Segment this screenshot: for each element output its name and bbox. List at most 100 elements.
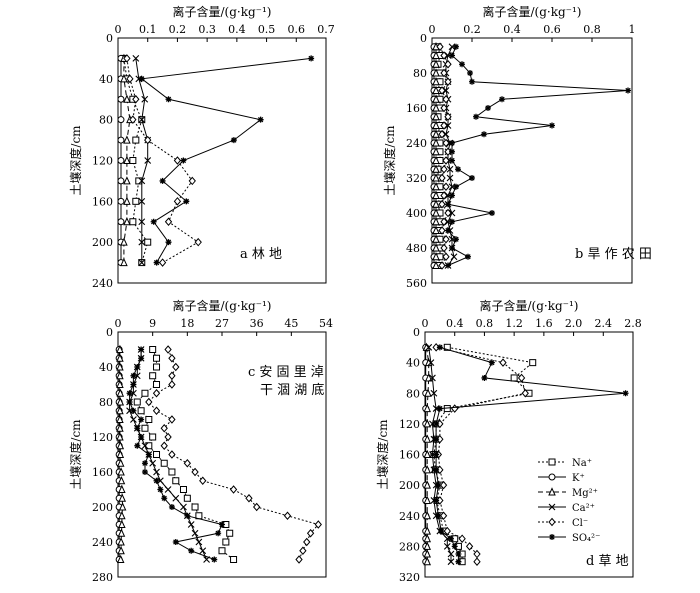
x-tick-label: 0.2 [463,23,481,36]
data-point-Cl [168,450,176,459]
data-point-Na [153,381,161,388]
panel-label: c 安 固 里 淖 [248,365,324,380]
x-tick-label: 2.0 [565,317,583,330]
data-point-SO4 [433,436,440,443]
data-point-Cl [438,86,446,95]
data-point-Mg [116,432,124,441]
series-SO4 [138,55,315,266]
series-SO4 [126,346,225,563]
data-point-Cl [173,197,182,206]
series-line-Ca [135,58,149,263]
data-point-Ca [442,130,450,138]
data-point-SO4 [150,218,157,225]
data-point-Ca [199,547,207,555]
data-point-Cl [443,526,451,536]
data-point-Ca [444,122,452,129]
data-point-Cl [245,493,253,503]
data-point-SO4 [138,355,145,362]
panel-label: d 草 地 [586,554,629,569]
legend-marker-Ca [548,503,556,511]
x-tick-label: 1.6 [535,317,553,330]
x-tick-label: 45 [284,317,298,330]
data-point-Cl [517,373,526,383]
data-point-Na [129,218,137,226]
data-point-SO4 [455,166,461,173]
x-tick-label: 2.8 [624,317,642,330]
data-point-Ca [425,343,433,351]
series-SO4 [433,344,629,565]
data-point-Na [132,136,140,144]
data-point-Cl [438,199,446,209]
y-tick-label: 280 [92,571,113,584]
x-tick-label: 0 [115,317,122,330]
data-point-Mg [424,373,433,382]
data-point-SO4 [184,512,191,519]
data-point-SO4 [130,381,137,388]
data-point-Ca [443,542,451,550]
data-point-Cl [229,485,238,494]
data-point-Cl [442,234,450,244]
data-point-Mg [432,190,440,199]
data-point-Cl [451,404,459,413]
data-point-Cl [168,353,176,363]
y-tick-label: 0 [413,326,420,339]
data-point-Mg [432,147,440,156]
data-point-SO4 [453,236,459,243]
data-point-Na [153,451,161,458]
data-point-SO4 [230,137,237,144]
data-point-Ca [450,253,458,261]
data-point-SO4 [449,148,455,155]
data-point-SO4 [445,227,451,234]
data-point-Cl [444,208,452,218]
x-tick-label: 0.4 [503,23,521,36]
data-point-SO4 [489,210,495,216]
data-point-Mg [432,85,440,94]
data-point-Mg [432,155,440,164]
data-point-Mg [432,77,440,86]
data-point-SO4 [126,399,133,405]
data-point-SO4 [459,61,465,68]
data-point-SO4 [453,43,459,50]
legend-marker-SO4 [549,534,555,540]
data-point-Ca [132,55,140,62]
data-point-Na [145,416,153,423]
data-point-Na [153,363,161,371]
data-point-Na [168,468,176,476]
series-Ca [442,43,458,269]
data-point-K [117,116,125,124]
y-tick-label: 480 [406,242,427,255]
data-point-Cl [440,103,448,113]
data-point-Cl [152,406,161,416]
y-tick-label: 80 [413,67,427,80]
legend-marker-K [548,473,556,481]
data-point-Ca [195,538,203,546]
data-point-SO4 [219,521,225,528]
data-point-Mg [432,234,440,243]
data-point-SO4 [481,374,488,381]
data-point-Cl [126,74,134,84]
data-point-Mg [432,120,440,129]
data-point-Ca [429,374,436,382]
data-point-Cl [444,77,452,87]
data-point-Mg [424,388,432,397]
data-point-Cl [440,243,448,253]
x-tick-label: 0.6 [288,23,306,36]
series-Ca [132,55,152,266]
x-tick-label: 0.8 [583,23,601,36]
x-tick-label: 0.5 [258,23,276,36]
legend-label-Ca: Ca²⁺ [572,503,595,514]
series-line-SO4 [447,46,629,266]
data-point-Mg [116,406,124,415]
x-tick-label: 18 [180,317,194,330]
data-point-Mg [116,397,125,406]
data-point-Cl [499,358,507,367]
y-tick-label: 200 [92,501,113,514]
data-point-Cl [438,261,446,270]
legend-marker-Na [548,458,556,466]
x-tick-label: 1 [629,23,636,36]
data-point-Na [179,486,187,493]
data-point-SO4 [465,253,471,260]
data-point-SO4 [449,157,455,164]
x-tick-label: 0.7 [317,23,335,36]
